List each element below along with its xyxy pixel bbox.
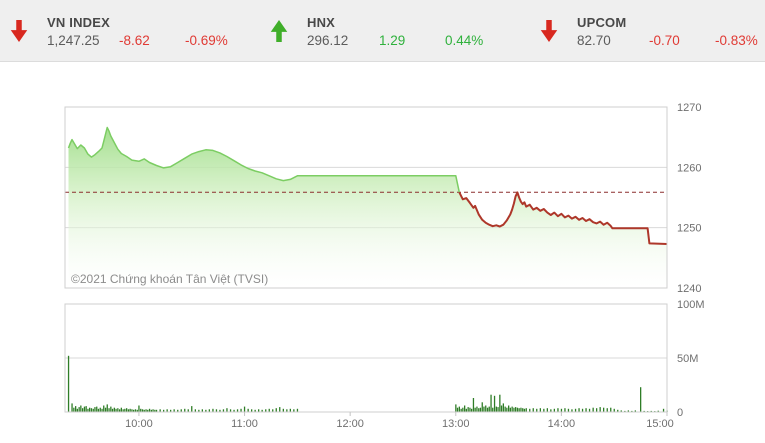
index-value: 296.12	[307, 32, 349, 48]
index-change-pct: -0.69%	[185, 32, 228, 48]
down-arrow-icon	[540, 20, 558, 42]
index-change-pct: -0.83%	[715, 32, 758, 48]
x-axis-time-label: 11:00	[231, 418, 258, 430]
axis-tick-label: 1240	[677, 283, 701, 295]
x-axis-time-label: 14:00	[548, 418, 576, 430]
axis-tick-label: 1250	[677, 223, 701, 235]
price-plot: 1270 1260 1250 1240	[64, 102, 701, 295]
index-name: UPCOM	[577, 14, 627, 30]
down-arrow-icon	[10, 20, 28, 42]
index-change: -8.62	[119, 32, 150, 48]
index-name: HNX	[307, 14, 336, 30]
volume-y-axis-labels: 100M 50M 0	[677, 299, 705, 419]
index-value: 82.70	[577, 32, 611, 48]
index-name: VN INDEX	[47, 14, 111, 30]
axis-tick-label: 100M	[677, 299, 705, 311]
volume-bars	[67, 355, 668, 412]
x-axis-time-label: 10:00	[125, 418, 153, 430]
copyright-watermark: ©2021 Chứng khoán Tân Việt (TVSI)	[71, 272, 269, 286]
price-line-above-reference	[67, 126, 461, 193]
index-ticker-vnindex[interactable]: VN INDEX 1,247.25 -8.62 -0.69%	[8, 0, 228, 62]
up-arrow-icon	[270, 20, 288, 42]
axis-tick-label: 1260	[677, 162, 701, 174]
x-axis-time-label: 15:00	[646, 418, 674, 430]
axis-tick-label: 1270	[677, 102, 701, 114]
index-change: 1.29	[379, 32, 406, 48]
x-axis-time-label: 13:00	[442, 418, 470, 430]
axis-tick-label: 50M	[677, 353, 698, 365]
price-area-fill	[68, 127, 667, 288]
index-ticker-upcom[interactable]: UPCOM 82.70 -0.70 -0.83%	[538, 0, 758, 62]
x-axis: 10:00 11:00 12:00 13:00 14:00 15:00	[125, 412, 674, 430]
volume-plot-border	[64, 303, 668, 413]
volume-plot: 100M 50M 0	[64, 299, 705, 419]
price-line-below-reference	[458, 191, 668, 245]
index-change-pct: 0.44%	[445, 32, 484, 48]
index-value: 1,247.25	[47, 32, 100, 48]
price-plot-border	[64, 106, 668, 289]
market-indices-bar: VN INDEX 1,247.25 -8.62 -0.69% HNX 296.1…	[0, 0, 765, 62]
axis-tick-label: 0	[677, 407, 683, 419]
index-ticker-hnx[interactable]: HNX 296.12 1.29 0.44%	[268, 0, 483, 62]
x-axis-time-label: 12:00	[336, 418, 364, 430]
index-change: -0.70	[649, 32, 680, 48]
price-y-axis-labels: 1270 1260 1250 1240	[677, 102, 701, 295]
